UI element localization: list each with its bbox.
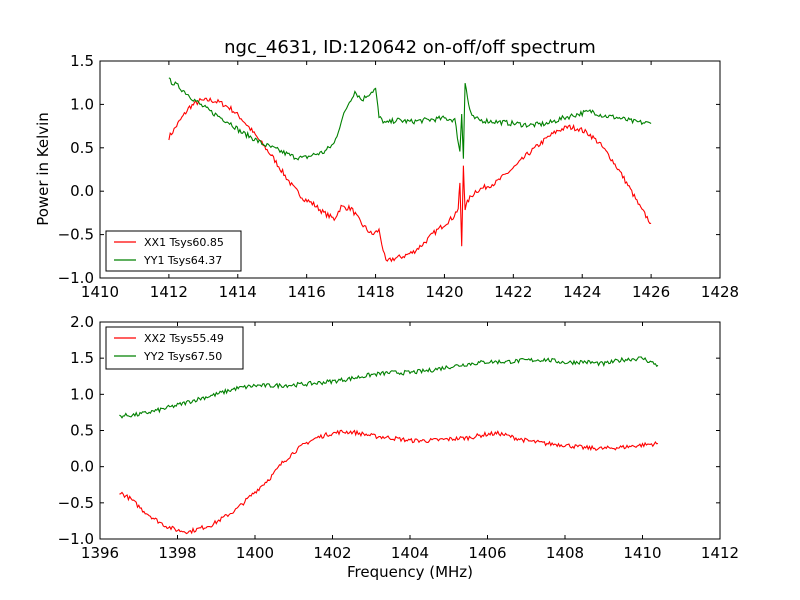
series-line-xx <box>119 429 659 535</box>
x-tick-label: 1420 <box>425 283 463 301</box>
y-tick-label: −1.0 <box>58 269 94 287</box>
x-tick-label: 1402 <box>313 544 351 562</box>
panel-1: 1410 1412 1414 1416 1418 1420 1422 1424 1426 1428… <box>58 52 740 301</box>
y-tick-label: 2.0 <box>70 313 94 331</box>
legend: XX2 Tsys55.49 YY2 Tsys67.50 <box>105 326 244 370</box>
x-tick-label: 1408 <box>546 544 584 562</box>
legend-label: YY1 Tsys64.37 <box>143 254 222 267</box>
y-tick-label: 0.5 <box>70 139 94 157</box>
series-line-yy <box>119 356 659 419</box>
y-tick-label: 1.0 <box>70 95 94 113</box>
x-tick-label: 1396 <box>81 544 119 562</box>
x-tick-label: 1406 <box>468 544 506 562</box>
x-tick-label: 1412 <box>701 544 739 562</box>
y-tick-label: 0.0 <box>70 458 94 476</box>
y-tick-label: −0.5 <box>58 494 94 512</box>
x-tick-label: 1416 <box>288 283 326 301</box>
series-group <box>168 77 652 263</box>
x-tick-label: 1424 <box>563 283 601 301</box>
legend: XX1 Tsys60.85 YY1 Tsys64.37 <box>105 230 242 272</box>
y-tick-label: 0.0 <box>70 182 94 200</box>
y-tick-label: 1.5 <box>70 52 94 70</box>
legend-box <box>105 326 244 370</box>
y-axis-label-top: Power in Kelvin <box>34 112 52 226</box>
series-line-yy <box>168 77 652 161</box>
series-line-xx <box>168 96 652 263</box>
axes-frame <box>99 60 721 279</box>
x-tick-label: 1398 <box>158 544 196 562</box>
legend-label: XX2 Tsys55.49 <box>144 332 224 345</box>
y-tick-label: 1.0 <box>70 385 94 403</box>
panels: 1410 1412 1414 1416 1418 1420 1422 1424 1426 1428… <box>58 52 740 562</box>
y-tick-label: 1.5 <box>70 349 94 367</box>
x-tick-label: 1410 <box>81 283 119 301</box>
series-group <box>119 356 659 535</box>
x-tick-label: 1410 <box>623 544 661 562</box>
x-tick-label: 1412 <box>150 283 188 301</box>
x-tick-label: 1428 <box>701 283 739 301</box>
legend-label: YY2 Tsys67.50 <box>143 350 222 363</box>
x-tick-label: 1418 <box>356 283 394 301</box>
y-tick-label: −1.0 <box>58 530 94 548</box>
y-tick-label: −0.5 <box>58 226 94 244</box>
legend-label: XX1 Tsys60.85 <box>144 236 224 249</box>
x-tick-label: 1426 <box>632 283 670 301</box>
x-tick-label: 1404 <box>391 544 429 562</box>
chart-title: ngc_4631, ID:120642 on-off/off spectrum <box>224 37 596 58</box>
x-axis-label-bottom: Frequency (MHz) <box>347 563 473 581</box>
y-tick-label: 0.5 <box>70 422 94 440</box>
x-tick-label: 1414 <box>219 283 257 301</box>
legend-box <box>105 230 242 272</box>
x-tick-label: 1400 <box>236 544 274 562</box>
panel-2: 1396 1398 1400 1402 1404 1406 1408 1410 1412 −1.0… <box>58 313 740 562</box>
x-tick-label: 1422 <box>494 283 532 301</box>
